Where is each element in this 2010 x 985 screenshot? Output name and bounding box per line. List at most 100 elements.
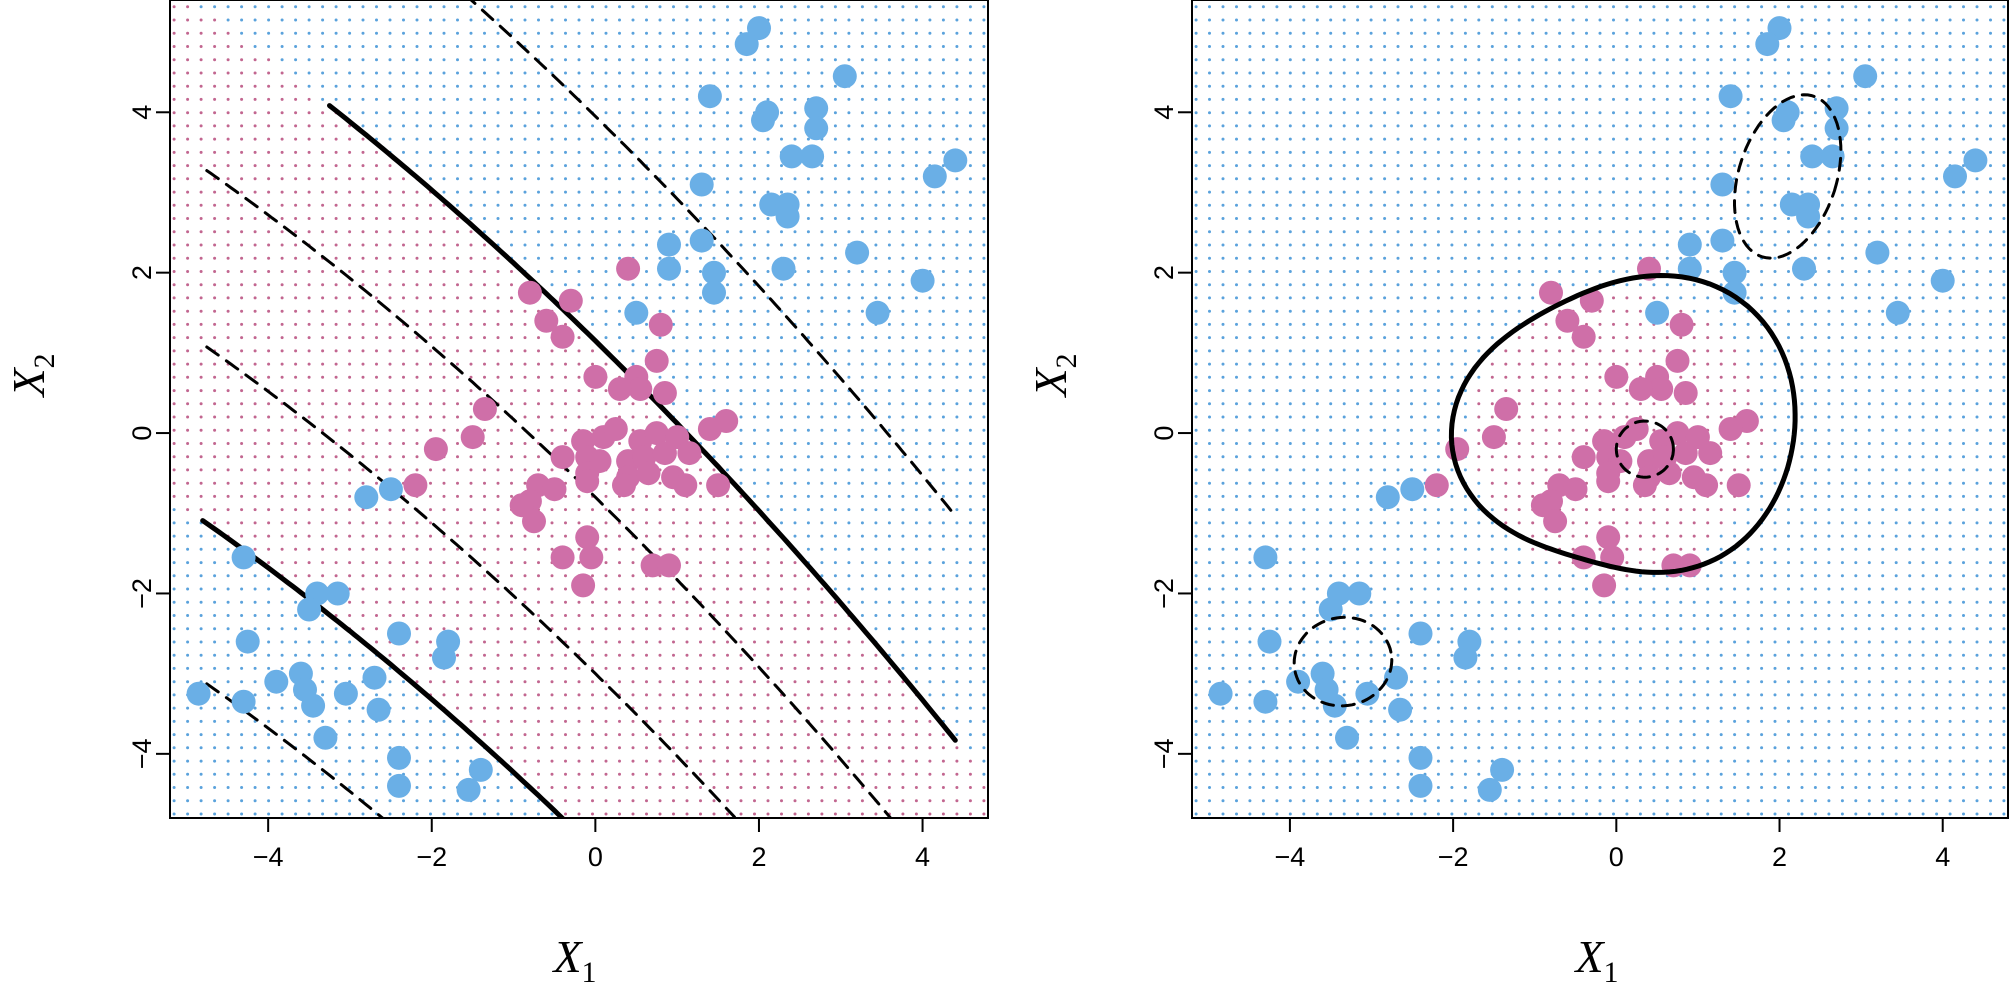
grid-dot bbox=[1315, 733, 1319, 737]
grid-dot bbox=[199, 58, 203, 62]
grid-dot bbox=[537, 270, 540, 273]
grid-dot bbox=[780, 680, 783, 684]
grid-dot bbox=[604, 203, 608, 207]
grid-dot bbox=[456, 18, 459, 22]
grid-dot bbox=[982, 428, 986, 432]
grid-dot bbox=[982, 521, 986, 525]
grid-dot bbox=[1410, 733, 1413, 737]
grid-dot bbox=[1329, 468, 1333, 472]
grid-dot bbox=[321, 18, 325, 22]
grid-dot bbox=[658, 18, 662, 22]
grid-dot bbox=[914, 521, 918, 525]
grid-dot bbox=[523, 719, 527, 723]
grid-dot bbox=[874, 759, 878, 763]
grid-dot bbox=[172, 587, 176, 591]
grid-dot bbox=[645, 706, 648, 710]
grid-dot bbox=[1261, 177, 1265, 181]
grid-dot bbox=[1248, 58, 1252, 62]
grid-dot bbox=[726, 547, 729, 551]
grid-dot bbox=[294, 614, 298, 617]
grid-dot bbox=[901, 653, 905, 657]
grid-dot bbox=[1356, 442, 1360, 445]
grid-dot bbox=[294, 772, 298, 776]
grid-dot bbox=[361, 746, 365, 750]
grid-dot bbox=[240, 402, 244, 406]
grid-dot bbox=[780, 97, 783, 101]
grid-dot bbox=[496, 5, 500, 9]
grid-dot bbox=[415, 587, 419, 591]
grid-dot bbox=[510, 614, 513, 617]
grid-dot bbox=[1248, 428, 1252, 432]
grid-dot bbox=[213, 190, 217, 194]
grid-dot bbox=[820, 521, 824, 525]
grid-dot bbox=[914, 666, 918, 670]
grid-dot bbox=[307, 627, 311, 631]
grid-dot bbox=[766, 455, 770, 459]
grid-dot bbox=[1261, 322, 1265, 326]
grid-dot bbox=[321, 164, 325, 168]
grid-dot bbox=[672, 693, 675, 697]
grid-dot bbox=[941, 18, 945, 22]
grid-dot bbox=[766, 799, 770, 803]
grid-dot bbox=[1342, 164, 1346, 168]
grid-dot bbox=[537, 415, 540, 419]
grid-dot bbox=[523, 455, 527, 459]
grid-dot bbox=[537, 362, 540, 366]
grid-dot bbox=[618, 666, 621, 670]
grid-dot bbox=[672, 111, 675, 115]
grid-dot bbox=[564, 812, 567, 816]
grid-dot bbox=[523, 587, 527, 591]
grid-dot bbox=[914, 111, 918, 115]
grid-dot bbox=[1342, 362, 1346, 366]
grid-dot bbox=[456, 97, 459, 101]
grid-dot bbox=[523, 812, 527, 816]
grid-dot bbox=[429, 111, 432, 115]
grid-dot bbox=[766, 217, 770, 220]
grid-dot bbox=[1275, 600, 1279, 604]
grid-dot bbox=[847, 5, 851, 9]
grid-dot bbox=[456, 521, 459, 525]
grid-dot bbox=[226, 600, 230, 604]
grid-dot bbox=[874, 534, 878, 538]
grid-dot bbox=[213, 640, 217, 644]
data-point-class-a bbox=[800, 144, 825, 169]
grid-dot bbox=[982, 653, 986, 657]
grid-dot bbox=[968, 137, 972, 141]
data-point-class-b bbox=[607, 377, 632, 401]
grid-dot bbox=[914, 759, 918, 763]
grid-dot bbox=[348, 190, 352, 194]
grid-dot bbox=[267, 230, 271, 234]
grid-dot bbox=[901, 5, 905, 9]
grid-dot bbox=[753, 494, 756, 498]
grid-dot bbox=[1208, 58, 1211, 62]
grid-dot bbox=[510, 547, 513, 551]
grid-dot bbox=[564, 243, 567, 247]
grid-dot bbox=[1194, 547, 1198, 551]
grid-dot bbox=[537, 693, 540, 697]
grid-dot bbox=[604, 150, 608, 154]
grid-dot bbox=[1423, 521, 1427, 525]
grid-dot bbox=[672, 150, 675, 154]
grid-dot bbox=[429, 415, 432, 419]
grid-dot bbox=[1329, 402, 1333, 406]
grid-dot bbox=[793, 84, 797, 88]
grid-dot bbox=[226, 494, 230, 498]
grid-dot bbox=[294, 812, 298, 816]
grid-dot bbox=[780, 164, 783, 168]
grid-dot bbox=[672, 666, 675, 670]
grid-dot bbox=[1356, 508, 1360, 512]
grid-dot bbox=[307, 640, 311, 644]
grid-dot bbox=[1275, 150, 1279, 154]
grid-dot bbox=[1329, 349, 1333, 353]
grid-dot bbox=[645, 415, 648, 419]
grid-dot bbox=[631, 415, 635, 419]
grid-dot bbox=[307, 746, 311, 750]
grid-dot bbox=[321, 428, 325, 432]
grid-dot bbox=[361, 402, 365, 406]
grid-dot bbox=[537, 600, 540, 604]
grid-dot bbox=[860, 203, 864, 207]
grid-dot bbox=[1221, 124, 1225, 128]
grid-dot bbox=[226, 243, 230, 247]
grid-dot bbox=[1275, 243, 1279, 247]
grid-dot bbox=[941, 296, 945, 300]
